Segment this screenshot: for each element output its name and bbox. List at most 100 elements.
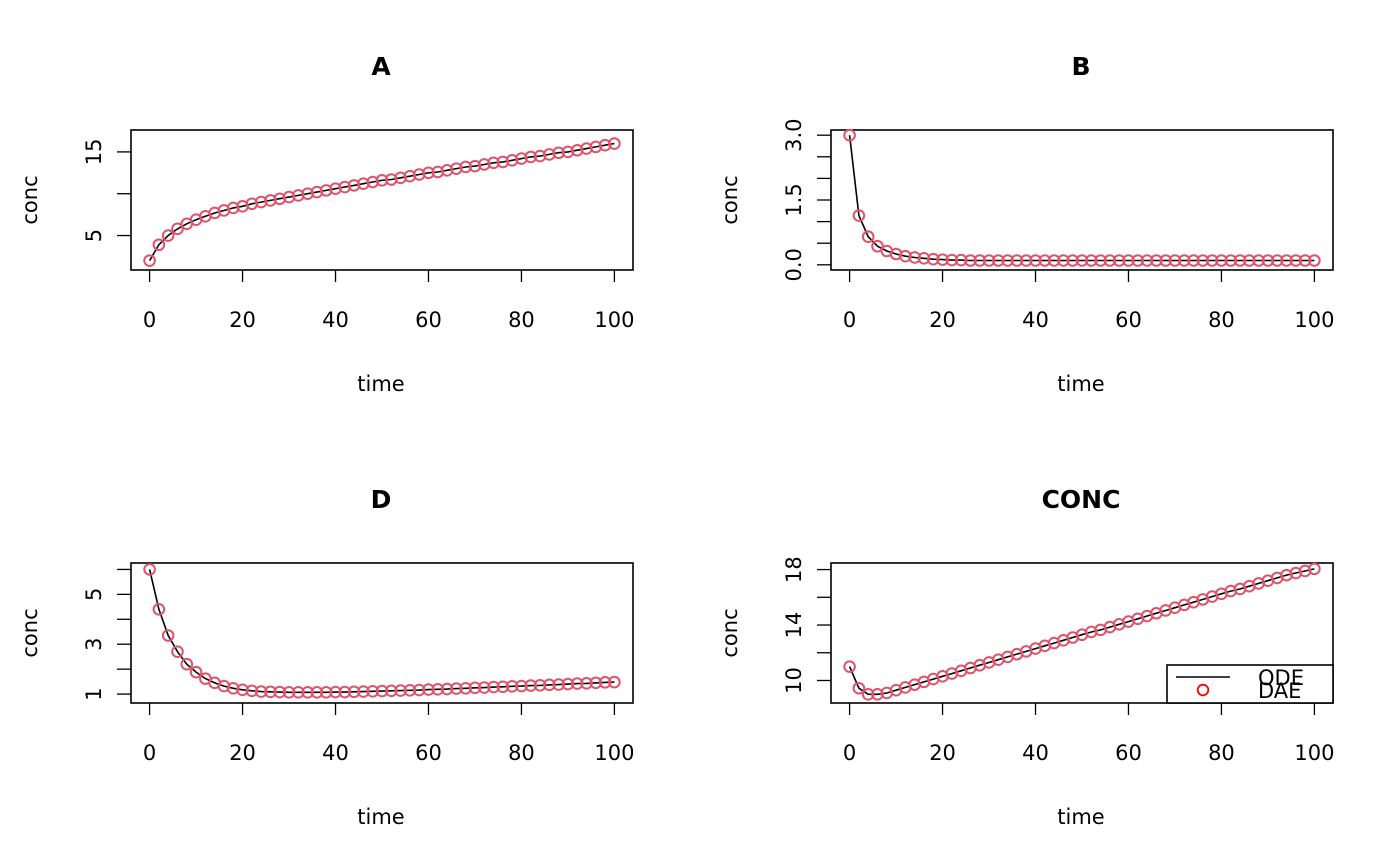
data-point-dae (1159, 254, 1172, 267)
data-point-dae (226, 682, 240, 695)
x-tick-label: 100 (594, 741, 634, 765)
chart-title: B (1071, 52, 1090, 81)
data-point-dae (477, 681, 491, 694)
x-tick-label: 20 (229, 308, 256, 332)
legend-circle-icon (1196, 683, 1210, 697)
y-axis-label: conc (718, 608, 742, 657)
data-point-dae (843, 128, 856, 142)
data-point-dae (403, 684, 417, 697)
y-tick-label: 1 (82, 687, 106, 700)
data-point-dae (570, 677, 584, 690)
x-tick-label: 80 (1208, 741, 1235, 765)
data-point-dae (366, 685, 380, 698)
data-point-dae (375, 684, 389, 698)
data-point-dae (161, 229, 175, 242)
data-point-dae (171, 645, 184, 658)
data-point-dae (171, 222, 184, 236)
x-tick-label: 100 (594, 308, 634, 332)
data-point-dae (608, 137, 621, 150)
legend-box (1166, 664, 1334, 704)
data-point-dae (468, 681, 482, 695)
y-tick-label: 3.0 (782, 118, 806, 151)
data-point-dae (524, 679, 538, 692)
data-point-dae (1140, 254, 1154, 267)
data-point-dae (1084, 254, 1098, 267)
data-point-dae (1047, 254, 1061, 267)
x-tick-label: 40 (322, 308, 349, 332)
data-point-dae (347, 685, 361, 699)
series-line-ode (148, 142, 615, 262)
plot-frame (130, 129, 634, 271)
plot-frame (830, 562, 1334, 704)
y-tick-label: 14 (782, 612, 806, 639)
data-point-dae (459, 682, 472, 695)
y-tick-label: 10 (782, 667, 806, 694)
x-tick-label: 40 (1022, 308, 1049, 332)
data-point-dae (1224, 254, 1238, 267)
data-point-dae (431, 683, 445, 696)
data-point-dae (1075, 254, 1089, 267)
data-point-dae (1243, 254, 1256, 267)
legend-label: DAE (1258, 679, 1301, 703)
data-point-dae (1010, 254, 1024, 267)
data-point-dae (973, 254, 987, 267)
data-point-dae (301, 686, 314, 699)
data-point-dae (1057, 254, 1070, 267)
data-point-dae (161, 629, 175, 642)
y-tick-label: 5 (82, 588, 106, 601)
chart-title: A (371, 52, 391, 81)
data-point-dae (533, 679, 547, 692)
data-point-dae (871, 688, 884, 701)
data-point-dae (982, 254, 996, 267)
data-point-dae (384, 684, 398, 698)
series-line-ode (848, 568, 1315, 696)
x-tick-label: 40 (322, 741, 349, 765)
x-tick-label: 100 (1294, 308, 1334, 332)
x-axis-label: time (1057, 372, 1104, 396)
data-point-dae (861, 230, 875, 244)
data-point-dae (440, 682, 454, 696)
data-point-dae (552, 678, 565, 691)
panel-d: D 0 20 40 60 80 100 time 1 3 5 conc (18, 485, 634, 829)
data-point-dae (1019, 254, 1033, 267)
data-point-dae (292, 686, 305, 699)
x-tick-label: 80 (508, 308, 535, 332)
data-point-dae (852, 209, 866, 222)
data-point-dae (908, 251, 921, 264)
data-point-dae (1150, 254, 1163, 267)
data-point-dae (1094, 254, 1107, 267)
y-tick-label: 0.0 (782, 248, 806, 281)
data-point-dae (945, 253, 959, 267)
x-tick-label: 60 (415, 741, 442, 765)
y-axis-label: conc (18, 175, 42, 224)
data-point-dae (375, 174, 389, 187)
data-point-dae (338, 685, 352, 699)
data-point-dae (357, 685, 370, 698)
data-point-dae (589, 676, 603, 690)
x-tick-label: 0 (843, 308, 856, 332)
data-point-dae (926, 252, 940, 266)
panel-b: B 0 20 40 60 80 100 time 0.0 1.5 3.0 conc (718, 52, 1334, 396)
data-point-dae (1308, 562, 1321, 576)
data-point-dae (143, 254, 156, 267)
x-tick-label: 0 (843, 741, 856, 765)
data-point-dae (329, 685, 342, 699)
data-point-dae (1029, 254, 1042, 267)
y-axis-label: conc (18, 608, 42, 657)
data-point-dae (1196, 254, 1210, 267)
data-point-dae (1215, 254, 1228, 267)
y-tick-label: 5 (82, 229, 106, 242)
data-point-dae (524, 150, 538, 164)
data-point-dae (843, 660, 856, 673)
data-point-dae (422, 683, 435, 696)
y-tick-label: 15 (82, 139, 106, 166)
data-point-dae (273, 685, 287, 699)
chart-title: CONC (1042, 485, 1121, 514)
series-line-ode (148, 569, 615, 694)
series-line-ode (848, 135, 1315, 262)
data-point-dae (264, 685, 277, 699)
legend-label: ODE (1258, 666, 1304, 690)
data-point-dae (608, 675, 621, 689)
x-tick-label: 60 (1115, 308, 1142, 332)
